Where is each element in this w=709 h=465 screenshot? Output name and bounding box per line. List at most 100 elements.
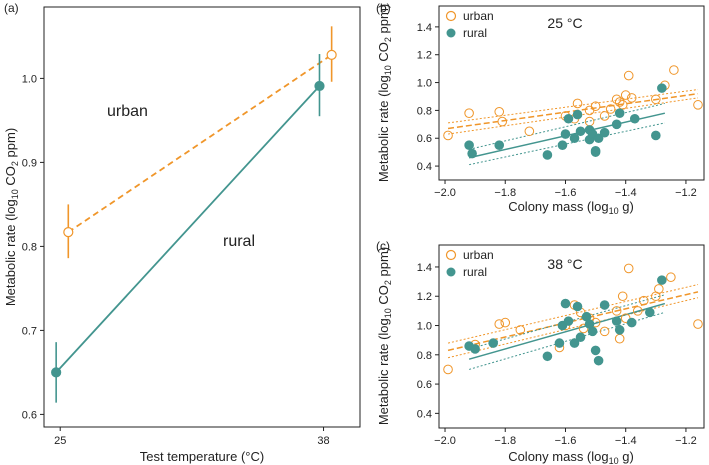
panel-c-plot-frame [438,244,705,429]
panel-b-urban-point [614,97,625,107]
panel-c-y-tick-label: 1.4 [417,262,432,274]
panel-a-error-bars [55,26,333,403]
panel-b-rural-point [599,127,610,138]
panel-b-urban-point [494,106,505,117]
panel-a-urban-point [326,49,337,60]
panel-c-urban-point [614,333,625,344]
panel-a-x-tick-label: 38 [317,435,329,447]
panel-c-x-tick-label: −1.6 [555,435,577,447]
panel-c-urban-ci-upper [447,284,699,344]
panel-b-urban-point [605,104,616,114]
panel-b-y-tick-label: 1.4 [417,22,432,34]
panel-b-urban-point [693,100,703,110]
panel-c-y-tick-label: 1.0 [417,321,432,333]
panel-a-rural-label: rural [223,233,255,250]
panel-c-rural-point [572,301,583,312]
panel-b-legend-urban-marker [445,10,457,22]
panel-b-rural-point [593,133,604,144]
panel-a-x-axis: 25 38 [54,427,330,447]
panel-b-urban-point [620,90,631,100]
panel-a-urban-label: urban [107,103,148,120]
panel-b-y-tick-label: 1.2 [417,50,432,62]
panel-a-x-tick-label: 25 [54,435,66,447]
panel-b-y-tick-label: 1.0 [417,78,432,90]
panel-c-rural-point [563,316,574,326]
panel-b-x-tick-label: −1.2 [675,187,697,199]
panel-b-rural-point [557,140,568,150]
panel-b-x-tick-label: −2.0 [434,187,456,199]
panel-b-urban-fit-line [447,92,699,130]
panel-c-label: (c) [376,239,390,253]
panel-c-rural-point [488,338,499,348]
panel-c-rural-point [657,275,667,285]
panel-c-rural-fit-line [468,302,666,360]
panel-c-urban-point [515,325,526,335]
panel-b-rural-point [563,113,574,124]
panel-c-rural-point [542,351,553,362]
panel-c-rural-point [626,317,637,328]
panel-c-urban-point [623,263,634,274]
panel-b-label: (b) [376,1,391,15]
panel-c-x-tick-label: −1.8 [494,435,516,447]
panel-a-y-axis-title: Metabolic rate (log10 CO2 ppm) [3,128,20,306]
panel-c-rural-point [614,325,625,335]
panel-c-urban-point [638,295,649,306]
panel-b-points [443,65,703,160]
panel-a-series-lines [55,54,333,374]
panel-c-x-tick-label: −1.4 [615,435,637,447]
panel-c-x-axis-title: Colony mass (log10 g) [508,449,634,465]
panel-b-urban-point [617,100,628,110]
panel-b-x-tick-label: −1.4 [615,187,637,199]
panel-b-legend: urban rural [445,9,494,40]
panel-b-rural-point [572,109,583,120]
panel-b-y-tick-label: 0.8 [417,105,432,117]
panel-c-rural-point [575,332,586,343]
panel-a-rural-line [55,85,321,374]
panel-c-urban-point [693,319,703,329]
panel-a-label: (a) [4,1,19,15]
panel-c-urban-point [500,317,511,328]
panel-c-y-tick-label: 1.2 [417,291,432,303]
panel-c-legend-rural-marker [446,267,456,277]
panel-a-y-tick-label: 0.6 [22,409,37,421]
panel-c-rural-point [611,316,622,326]
panel-c-urban-point [654,284,664,294]
panel-c-y-tick-label: 0.4 [417,408,432,420]
panel-b-urban-point [611,94,622,105]
panel-b-urban-point [626,93,637,103]
panel-b-fit-lines [447,89,699,166]
panel-b-x-tick-label: −1.8 [494,187,516,199]
panel-b-urban-point [599,111,610,121]
panel-a-urban-line [67,54,333,233]
panel-b-urban-point [572,98,583,109]
panel-c-rural-point [560,298,571,309]
panel-c-title: 38 °C [547,256,582,272]
panel-c-urban-point [494,319,505,329]
panel-c-legend-urban-label: urban [463,248,494,262]
panel-c-rural-point [569,338,580,348]
panel-b-rural-point [590,147,601,157]
panel-b-rural-point [614,108,625,118]
panel-c-x-tick-label: −2.0 [434,435,456,447]
panel-b-urban-point [524,126,535,137]
panel-c-urban-point [666,272,676,283]
panel-c-rural-point [590,345,601,356]
panel-b-legend-urban-label: urban [463,9,494,23]
panel-b: (b) 0.40.60.81.01.21.4 −2.0 −1.8 −1.6 −1.4−… [376,1,705,216]
panel-b-plot-frame [438,5,705,181]
panel-b-y-axis-title: Metabolic rate (log10 CO2 ppm) [376,4,393,182]
panel-b-urban-point [651,94,661,105]
panel-b-rural-point [494,140,505,150]
panel-b-x-tick-label: −1.6 [555,187,577,199]
panel-b-urban-point [464,108,474,118]
panel-c-x-tick-label: −1.2 [675,435,697,447]
panel-b-rural-point [467,148,477,159]
panel-b-urban-point [497,116,508,127]
panel-c-urban-point [611,306,622,316]
panel-c-rural-point [599,300,610,310]
panel-b-rural-point [569,133,580,144]
panel-c-urban-ci-lower [447,297,699,359]
panel-b-urban-point [584,116,595,127]
panel-a: (a) 0.6 0.7 0.8 0.9 1.0 25 38 urban rural Tes… [3,1,361,464]
